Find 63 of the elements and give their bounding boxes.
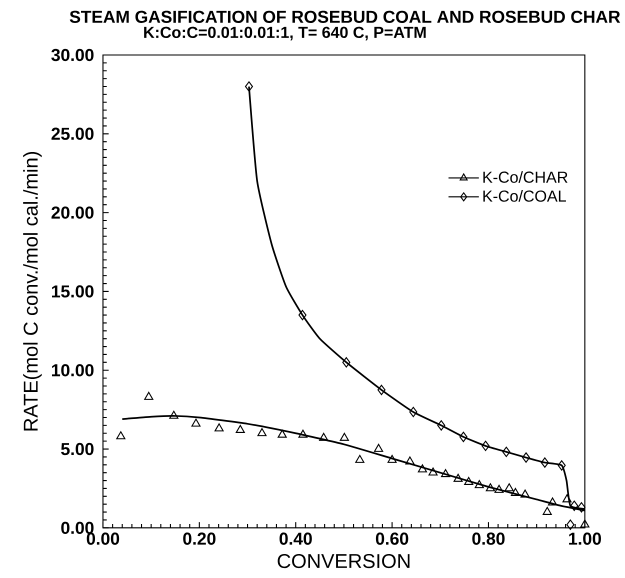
- point: [510, 488, 520, 496]
- chart-title: STEAM GASIFICATION OF ROSEBUD COAL AND ROSEBUD CHAR: [70, 10, 620, 24]
- x-tick-label: 1.00: [569, 532, 601, 545]
- point: [577, 502, 586, 513]
- x-tick-label: 0.20: [183, 532, 216, 545]
- y-tick-label: 15.00: [52, 285, 94, 298]
- point: [409, 406, 418, 418]
- point: [486, 483, 495, 492]
- legend-label: K-Co/CHAR: [483, 171, 568, 183]
- point: [520, 490, 530, 498]
- point: [540, 457, 549, 468]
- point: [342, 357, 350, 368]
- point: [236, 424, 245, 434]
- point: [482, 440, 490, 452]
- point: [405, 456, 414, 465]
- point: [441, 469, 450, 478]
- x-tick-label: 0.40: [280, 532, 312, 545]
- legend-label: K-Co/COAL: [483, 190, 566, 202]
- point: [548, 498, 558, 506]
- point: [437, 420, 446, 431]
- point: [418, 464, 428, 472]
- point: [377, 384, 386, 396]
- x-axis-title: CONVERSION: [278, 554, 410, 568]
- point: [570, 500, 578, 512]
- chart-subtitle: K:Co:C=0.01:0.01:1, T= 640 C, P=ATM: [144, 26, 426, 40]
- point: [257, 428, 267, 436]
- point: [464, 477, 474, 486]
- point: [388, 454, 397, 464]
- point: [116, 431, 126, 440]
- y-axis-title: RATE(mol C conv./mol cal./min): [23, 152, 42, 431]
- x-tick-label: 0.80: [472, 532, 505, 545]
- point: [374, 444, 384, 452]
- point: [428, 468, 438, 476]
- point: [562, 494, 572, 502]
- point: [522, 452, 530, 463]
- point: [244, 81, 254, 92]
- point: [459, 432, 468, 442]
- point: [278, 430, 287, 438]
- y-tick-label: 30.00: [51, 48, 94, 62]
- point: [355, 454, 364, 464]
- point: [558, 460, 566, 471]
- y-tick-label: 25.00: [52, 128, 94, 140]
- point: [298, 430, 308, 438]
- point: [214, 423, 224, 432]
- point: [319, 432, 328, 441]
- y-tick-label: 20.00: [52, 206, 94, 219]
- point: [298, 310, 306, 320]
- point: [169, 410, 178, 419]
- point: [454, 474, 463, 482]
- y-tick-label: 5.00: [61, 442, 94, 456]
- point: [340, 432, 349, 441]
- x-tick-label: 0.00: [86, 532, 120, 545]
- point: [566, 520, 574, 530]
- point: [502, 446, 510, 458]
- point: [542, 506, 552, 516]
- point: [144, 392, 154, 400]
- point: [504, 483, 514, 492]
- point: [494, 484, 504, 493]
- point: [474, 480, 484, 488]
- x-tick-label: 0.60: [376, 532, 408, 545]
- y-tick-label: 10.00: [52, 364, 94, 376]
- point: [191, 418, 201, 427]
- y-tick-label: 0.00: [61, 522, 94, 534]
